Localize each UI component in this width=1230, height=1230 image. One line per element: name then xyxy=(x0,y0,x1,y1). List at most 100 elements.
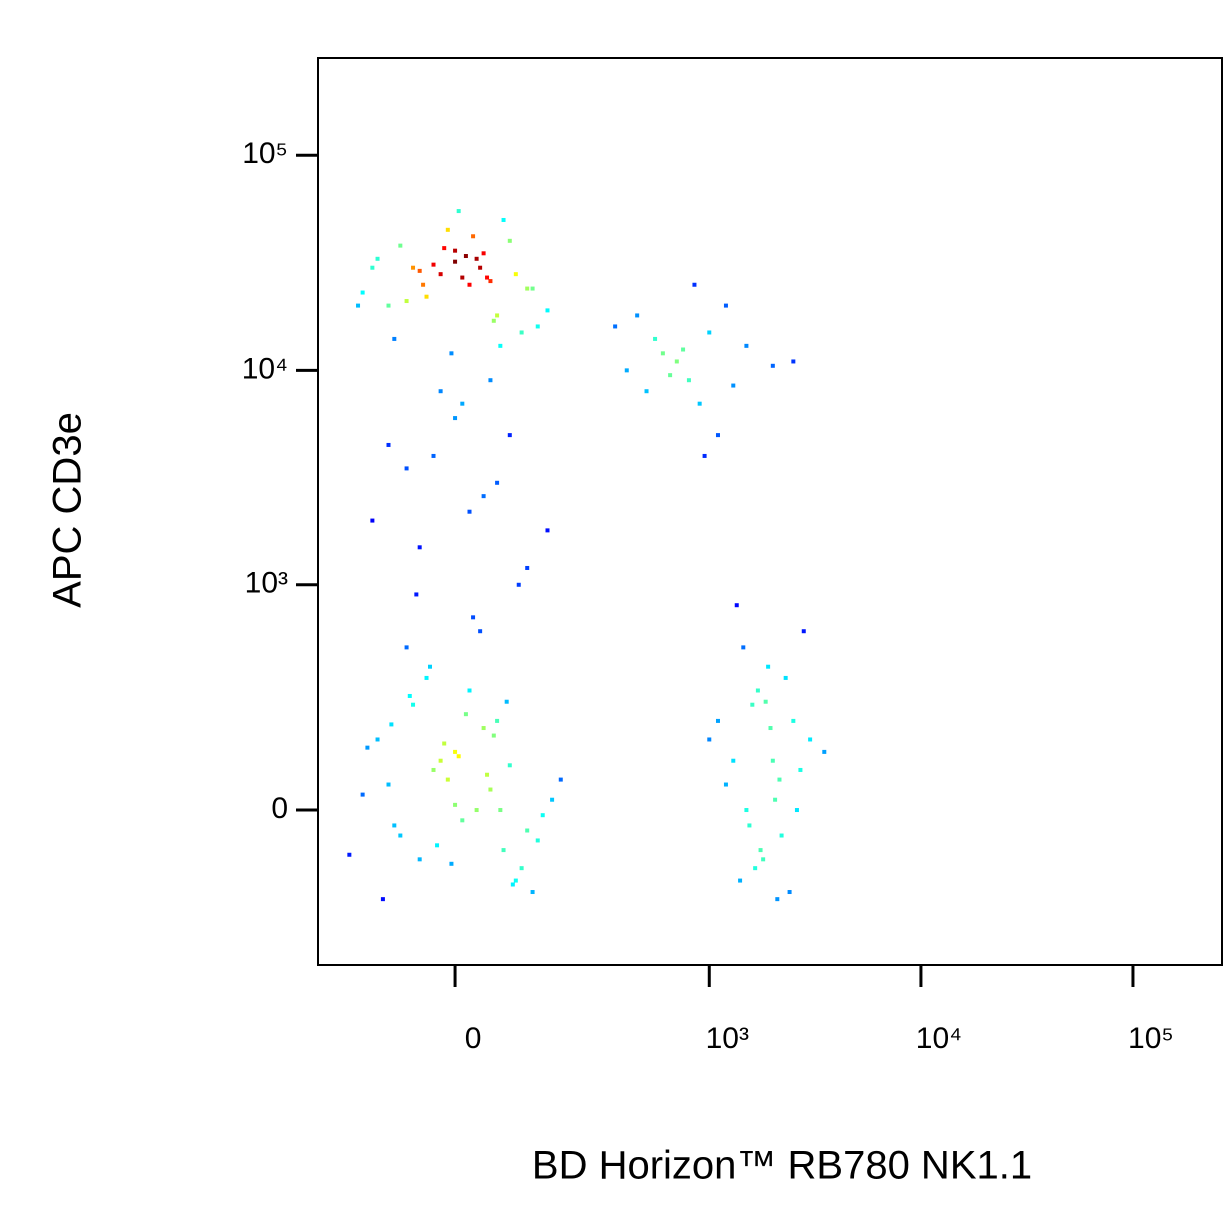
event-dot xyxy=(755,688,760,693)
event-dot xyxy=(488,378,493,383)
event-dot xyxy=(495,718,500,723)
event-dot xyxy=(431,262,436,267)
event-dot xyxy=(485,772,490,777)
event-dot xyxy=(442,246,447,251)
event-dot xyxy=(530,286,535,291)
event-dot xyxy=(707,330,712,335)
event-dot xyxy=(375,737,380,742)
event-dot xyxy=(525,828,530,833)
event-dot xyxy=(758,848,763,853)
event-dot xyxy=(744,343,749,348)
event-dot xyxy=(488,279,493,284)
event-dot xyxy=(535,324,540,329)
event-dot xyxy=(731,383,736,388)
event-dot xyxy=(763,699,768,704)
event-dot xyxy=(438,272,443,277)
event-dot xyxy=(474,808,479,813)
event-dot xyxy=(449,351,454,356)
event-dot xyxy=(481,494,486,499)
event-dot xyxy=(360,792,365,797)
event-dot xyxy=(467,688,472,693)
y-tick-label: 10⁴ xyxy=(242,352,288,385)
event-dot xyxy=(392,336,397,341)
event-dot xyxy=(753,866,758,871)
y-tick-label: 0 xyxy=(271,792,288,825)
event-dot xyxy=(411,702,416,707)
event-dot xyxy=(386,442,391,447)
event-dot xyxy=(417,268,422,273)
event-dot xyxy=(519,866,524,871)
event-dot xyxy=(558,777,563,782)
event-dot xyxy=(445,777,450,782)
event-dot xyxy=(491,733,496,738)
event-dot xyxy=(686,378,691,383)
event-dot xyxy=(478,265,483,270)
event-dot xyxy=(453,749,458,754)
event-dot xyxy=(768,726,773,731)
event-dot xyxy=(360,290,365,295)
event-dot xyxy=(498,808,503,813)
event-dot xyxy=(501,217,506,222)
event-dot xyxy=(644,389,649,394)
event-dot xyxy=(370,518,375,523)
event-dot xyxy=(635,313,640,318)
event-dot xyxy=(525,286,530,291)
event-dot xyxy=(370,265,375,270)
event-dot xyxy=(442,741,447,746)
event-dot xyxy=(540,813,545,818)
event-dot xyxy=(507,433,512,438)
event-dot xyxy=(501,848,506,853)
event-dot xyxy=(467,282,472,287)
event-dot xyxy=(431,767,436,772)
event-dot xyxy=(787,890,792,895)
event-dot xyxy=(550,797,555,802)
event-dot xyxy=(535,838,540,843)
event-dot xyxy=(407,693,412,698)
event-dot xyxy=(431,453,436,458)
event-dot xyxy=(365,745,370,750)
event-dot xyxy=(822,749,827,754)
event-dot xyxy=(417,857,422,862)
event-dot xyxy=(481,251,486,256)
event-dot xyxy=(453,259,458,264)
event-dot xyxy=(398,243,403,248)
event-dot xyxy=(744,808,749,813)
event-dot xyxy=(375,256,380,261)
event-dot xyxy=(613,324,618,329)
event-dot xyxy=(783,675,788,680)
event-dot xyxy=(707,737,712,742)
event-dot xyxy=(510,882,515,887)
event-dot xyxy=(404,645,409,650)
event-dot xyxy=(738,878,743,883)
event-dot xyxy=(438,389,443,394)
event-dot xyxy=(460,818,465,823)
event-dot xyxy=(424,294,429,299)
event-dot xyxy=(697,401,702,406)
event-dot xyxy=(734,603,739,608)
x-tick-label: 0 xyxy=(465,1022,482,1055)
event-dot xyxy=(761,857,766,862)
event-dot xyxy=(545,308,550,313)
event-dot xyxy=(471,234,476,239)
event-dot xyxy=(491,318,496,323)
event-dot xyxy=(453,248,458,253)
y-tick-label: 10⁵ xyxy=(242,137,288,170)
event-dot xyxy=(453,802,458,807)
event-dot xyxy=(513,272,518,277)
event-dot xyxy=(404,299,409,304)
event-dot xyxy=(747,823,752,828)
event-dot xyxy=(702,453,707,458)
event-dot xyxy=(456,209,461,214)
event-dot xyxy=(435,843,440,848)
event-dot xyxy=(481,726,486,731)
event-dot xyxy=(794,808,799,813)
event-dot xyxy=(773,797,778,802)
event-dot xyxy=(495,480,500,485)
event-dot xyxy=(668,373,673,378)
event-dot xyxy=(438,758,443,763)
event-dot xyxy=(495,313,500,318)
event-dot xyxy=(453,416,458,421)
event-dot xyxy=(791,359,796,364)
y-axis-label: APC CD3e xyxy=(46,412,90,608)
